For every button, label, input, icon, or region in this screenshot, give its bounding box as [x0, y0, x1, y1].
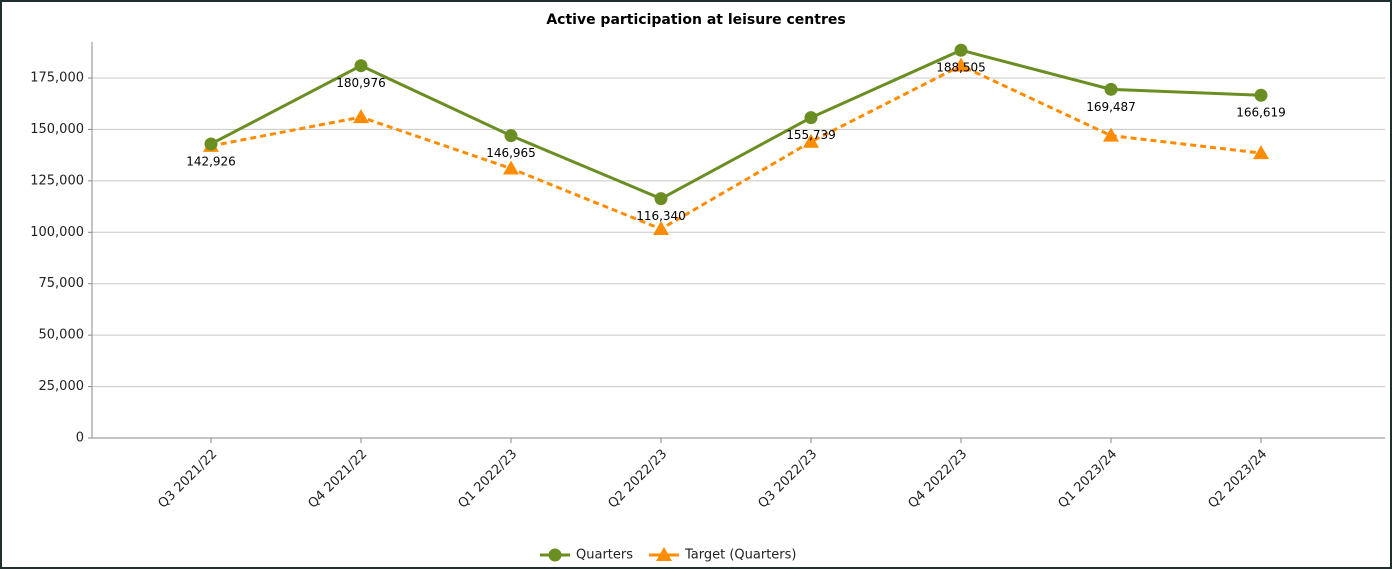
y-tick-label: 125,000 — [30, 173, 84, 188]
data-label: 169,487 — [1086, 100, 1136, 114]
data-label: 116,340 — [636, 209, 686, 223]
point — [504, 129, 518, 143]
y-tick-label: 0 — [76, 431, 84, 446]
y-tick-label: 100,000 — [30, 225, 84, 240]
point — [954, 43, 968, 57]
y-tick-label: 175,000 — [30, 71, 84, 86]
data-label: 155,739 — [786, 128, 836, 142]
data-label: 142,926 — [186, 154, 236, 168]
data-label: 166,619 — [1236, 106, 1286, 120]
x-tick-label: Q4 2021/22 — [305, 447, 370, 512]
point — [503, 160, 519, 175]
y-tick-label: 50,000 — [39, 328, 85, 343]
point — [653, 220, 669, 235]
point — [804, 111, 818, 125]
point — [953, 57, 969, 72]
chart-title: Active participation at leisure centres — [546, 12, 845, 28]
series-line — [210, 48, 1262, 201]
y-tick-label: 25,000 — [39, 379, 85, 394]
series-line — [210, 63, 1262, 231]
data-label: 180,976 — [336, 76, 386, 90]
x-tick-label: Q3 2021/22 — [155, 447, 220, 512]
y-tick-label: 150,000 — [30, 122, 84, 137]
legend-marker — [656, 547, 672, 561]
point — [803, 133, 819, 148]
y-tick-label: 75,000 — [39, 276, 85, 291]
point — [1104, 82, 1118, 96]
legend-marker — [548, 548, 562, 562]
legend-label: Quarters — [576, 548, 633, 563]
point — [353, 109, 369, 124]
point — [1253, 145, 1269, 160]
point — [204, 137, 218, 151]
legend-label: Target (Quarters) — [684, 548, 797, 563]
x-tick-label: Q2 2022/23 — [605, 447, 670, 512]
point — [654, 192, 668, 206]
point — [1103, 127, 1119, 142]
x-tick-label: Q3 2022/23 — [755, 447, 820, 512]
data-label: 188,505 — [936, 61, 986, 75]
point — [354, 59, 368, 73]
x-tick-label: Q1 2022/23 — [455, 447, 520, 512]
data-label: 146,965 — [486, 146, 536, 160]
x-tick-label: Q1 2023/24 — [1055, 447, 1120, 512]
x-tick-label: Q2 2023/24 — [1205, 447, 1270, 512]
point — [1254, 88, 1268, 102]
x-tick-label: Q4 2022/23 — [905, 447, 970, 512]
